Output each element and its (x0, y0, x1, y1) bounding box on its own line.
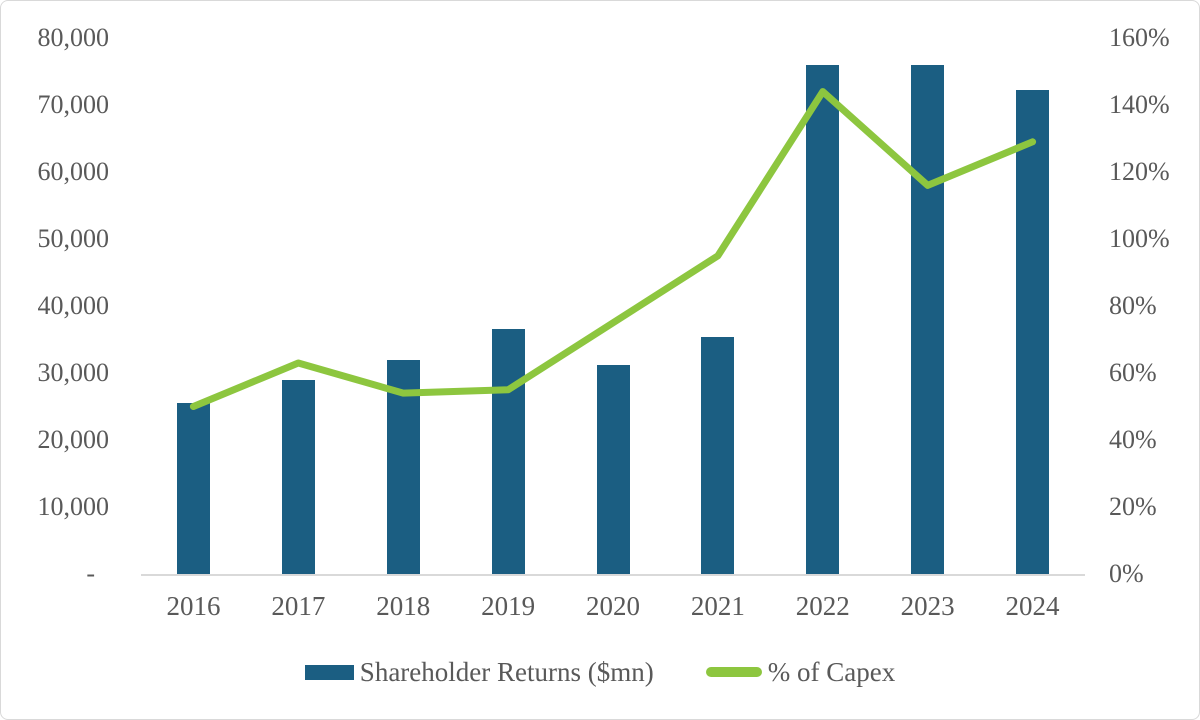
x-axis-label-2017: 2017 (271, 591, 326, 621)
right-axis-tick: 140% (1109, 90, 1170, 119)
left-axis-tick: 40,000 (37, 291, 110, 320)
right-axis-tick: 20% (1109, 492, 1157, 521)
legend-label-shareholder-returns: Shareholder Returns ($mn) (359, 657, 654, 687)
left-axis-tick: 10,000 (37, 492, 110, 521)
bar-2016 (176, 403, 210, 574)
bar-swatch-icon (304, 664, 354, 680)
line-series-pct-of-capex (189, 88, 1037, 410)
bar-2022 (806, 64, 840, 574)
right-axis-tick: 160% (1109, 23, 1170, 52)
bar-2024 (1016, 89, 1050, 574)
x-axis-label-2019: 2019 (481, 591, 536, 621)
bar-2019 (491, 328, 525, 574)
x-axis-label-2016: 2016 (166, 591, 221, 621)
bar-2017 (281, 379, 315, 574)
x-axis-label-2020: 2020 (586, 591, 640, 621)
x-axis-label-2021: 2021 (690, 591, 745, 621)
right-axis-tick: 120% (1109, 157, 1170, 186)
x-axis-label-2023: 2023 (900, 591, 955, 621)
x-axis-label-2022: 2022 (795, 591, 850, 621)
right-axis-tick: 0% (1109, 559, 1144, 588)
bar-2020 (596, 364, 630, 574)
left-axis-tick: 50,000 (37, 224, 110, 253)
line-swatch-icon (705, 667, 762, 677)
bar-2023 (911, 64, 945, 574)
right-axis-tick: 80% (1109, 291, 1157, 320)
legend-item-pct-of-capex: % of Capex (705, 656, 896, 688)
right-axis-tick: 60% (1109, 358, 1157, 387)
plot-area (141, 38, 1085, 576)
x-axis-label-2018: 2018 (376, 591, 431, 621)
legend-item-shareholder-returns: Shareholder Returns ($mn) (304, 656, 654, 688)
right-axis-tick: 100% (1109, 224, 1170, 253)
left-axis-tick: 80,000 (37, 23, 110, 52)
left-axis-tick: 70,000 (37, 90, 110, 119)
pct-of-capex-line (189, 88, 1037, 410)
legend-label-pct-of-capex: % of Capex (767, 657, 896, 687)
x-axis-label-2024: 2024 (1005, 591, 1060, 621)
left-axis-tick: - (86, 559, 95, 588)
left-axis-tick: 30,000 (37, 358, 110, 387)
legend: Shareholder Returns ($mn) % of Capex (1, 656, 1199, 688)
bar-2021 (701, 336, 735, 574)
right-axis-tick: 40% (1109, 425, 1157, 454)
left-axis-tick: 20,000 (37, 425, 110, 454)
left-axis-tick: 60,000 (37, 157, 110, 186)
